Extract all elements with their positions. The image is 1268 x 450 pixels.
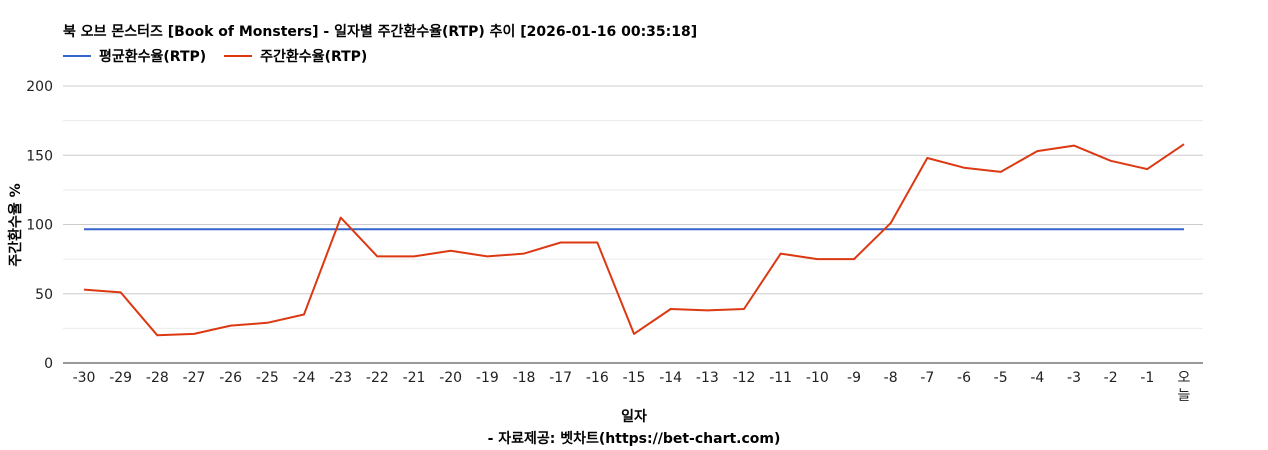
x-tick-label: -27 [183, 370, 206, 386]
chart-title: 북 오브 몬스터즈 [Book of Monsters] - 일자별 주간환수율… [63, 24, 698, 40]
x-tick-label: -11 [769, 370, 792, 386]
x-tick-label: -12 [733, 370, 756, 386]
y-tick-label: 100 [26, 218, 53, 234]
x-tick-label: -21 [403, 370, 426, 386]
x-tick-label: -24 [293, 370, 316, 386]
x-tick-label: -15 [623, 370, 646, 386]
legend-swatch-weekly [224, 55, 253, 57]
legend: 평균환수율(RTP) 주간환수율(RTP) [63, 46, 385, 66]
y-axis-title: 주간환수율 % [7, 183, 24, 266]
x-tick-label: -19 [476, 370, 499, 386]
x-tick-label: -17 [549, 370, 572, 386]
x-tick-label: -28 [146, 370, 169, 386]
y-tick-label: 50 [35, 287, 53, 303]
x-tick-label: -9 [847, 370, 861, 386]
source-credit: - 자료제공: 벳차트(https://bet-chart.com) [487, 431, 781, 447]
x-tick-label: -18 [513, 370, 536, 386]
x-axis-title: 일자 [621, 409, 647, 425]
x-tick-label: -13 [696, 370, 719, 386]
x-tick-label: -5 [994, 370, 1008, 386]
legend-label-weekly: 주간환수율(RTP) [260, 49, 368, 65]
x-tick-label: -20 [439, 370, 462, 386]
y-axis-ticks: 0 50 100 150 200 [26, 79, 53, 372]
x-tick-label: -30 [73, 370, 96, 386]
x-tick-label: -7 [920, 370, 934, 386]
gridlines [63, 85, 1203, 364]
series-line-weekly-rtp[interactable] [83, 143, 1185, 337]
series-lines [83, 143, 1185, 337]
x-tick-label: -6 [957, 370, 971, 386]
x-tick-label: -23 [329, 370, 352, 386]
legend-item-average[interactable]: 평균환수율(RTP) [63, 46, 206, 66]
x-tick-label: -1 [1140, 370, 1154, 386]
y-tick-label: 200 [26, 79, 53, 95]
x-tick-label: -26 [219, 370, 242, 386]
y-tick-label: 150 [26, 148, 53, 164]
y-tick-label: 0 [44, 356, 53, 372]
x-tick-label: -8 [884, 370, 898, 386]
x-tick-label: -16 [586, 370, 609, 386]
x-tick-label: -2 [1104, 370, 1118, 386]
legend-label-average: 평균환수율(RTP) [99, 49, 207, 65]
x-tick-label: -14 [659, 370, 682, 386]
x-tick-label: -25 [256, 370, 279, 386]
x-tick-label: -3 [1067, 370, 1081, 386]
legend-swatch-average [63, 55, 91, 57]
x-tick-label: -22 [366, 370, 389, 386]
x-tick-label: -29 [109, 370, 132, 386]
x-tick-label: -4 [1030, 370, 1044, 386]
legend-item-weekly[interactable]: 주간환수율(RTP) [224, 46, 367, 66]
x-axis-ticks: -30 -29 -28 -27 -26 -25 -24 -23 -22 -21 -20 -19 -18-… [73, 370, 1191, 404]
x-tick-label: -10 [806, 370, 829, 386]
